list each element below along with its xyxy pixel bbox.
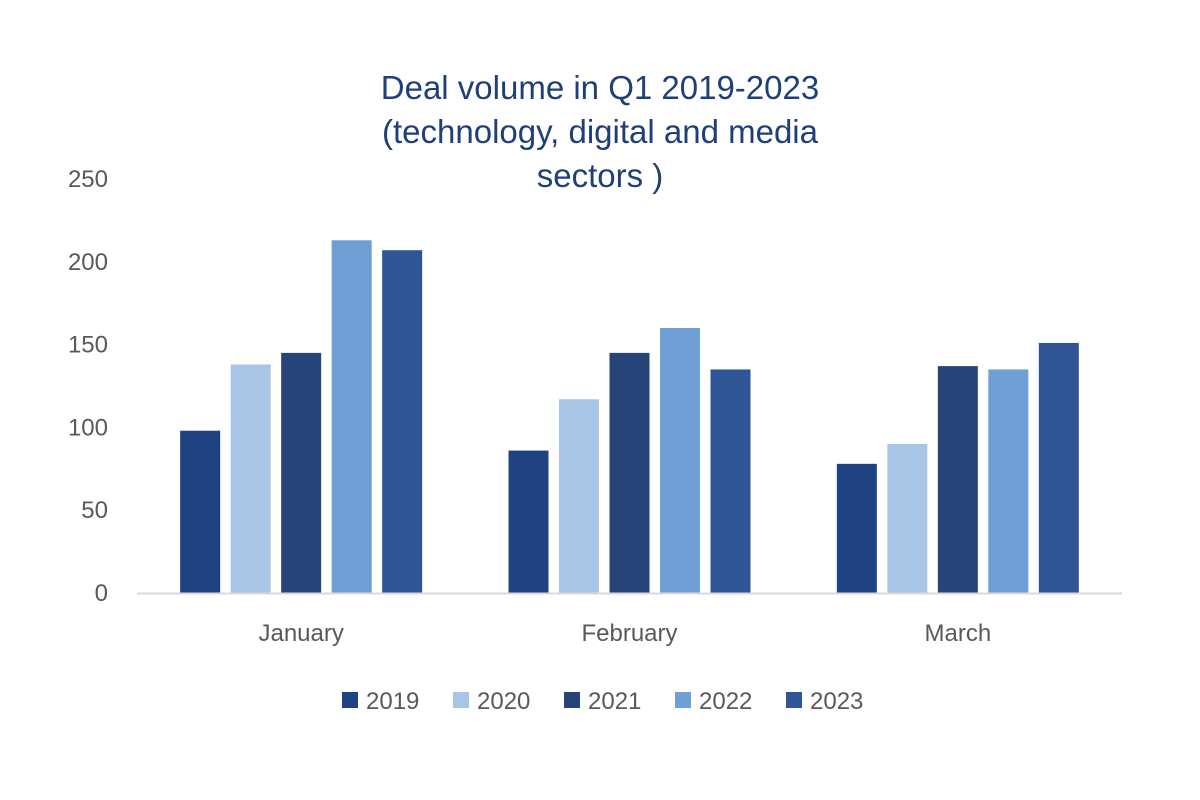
- bar-march-2020: [887, 443, 928, 593]
- bar-january-2019: [180, 430, 221, 593]
- bar-march-2022: [988, 369, 1029, 593]
- y-tick-label: 50: [81, 497, 108, 524]
- x-tick-label: February: [581, 620, 677, 647]
- y-tick-label: 0: [95, 580, 108, 607]
- chart-title: Deal volume in Q1 2019-2023 (technology,…: [300, 66, 900, 198]
- bar-january-2023: [382, 250, 423, 593]
- bar-february-2020: [559, 399, 599, 593]
- legend-label: 2019: [366, 688, 419, 715]
- bar-january-2022: [331, 240, 372, 593]
- y-tick-label: 250: [68, 166, 108, 193]
- legend-label: 2021: [588, 688, 641, 715]
- bar-february-2019: [508, 450, 549, 593]
- chart-title-line: Deal volume in Q1 2019-2023: [380, 69, 820, 106]
- legend-label: 2023: [810, 688, 863, 715]
- legend-swatch-2020: [453, 692, 469, 708]
- bar-january-2020: [230, 364, 271, 593]
- chart-title-line: sectors ): [536, 157, 664, 194]
- bar-march-2021: [937, 366, 978, 593]
- bar-march-2019: [836, 463, 877, 593]
- y-tick-label: 200: [68, 249, 108, 276]
- x-tick-label: March: [924, 620, 991, 647]
- legend-swatch-2023: [786, 692, 802, 708]
- legend-label: 2022: [699, 688, 752, 715]
- bar-january-2021: [281, 352, 322, 593]
- bar-march-2023: [1038, 342, 1079, 593]
- legend-swatch-2021: [564, 692, 580, 708]
- bar-february-2023: [710, 369, 751, 593]
- x-tick-label: January: [258, 620, 343, 647]
- chart-title-line: (technology, digital and media: [382, 113, 818, 150]
- legend-swatch-2022: [675, 692, 691, 708]
- legend-label: 2020: [477, 688, 530, 715]
- y-tick-label: 150: [68, 332, 108, 359]
- bar-february-2022: [660, 328, 700, 593]
- legend-swatch-2019: [342, 692, 358, 708]
- y-tick-label: 100: [68, 414, 108, 441]
- bar-february-2021: [609, 352, 650, 593]
